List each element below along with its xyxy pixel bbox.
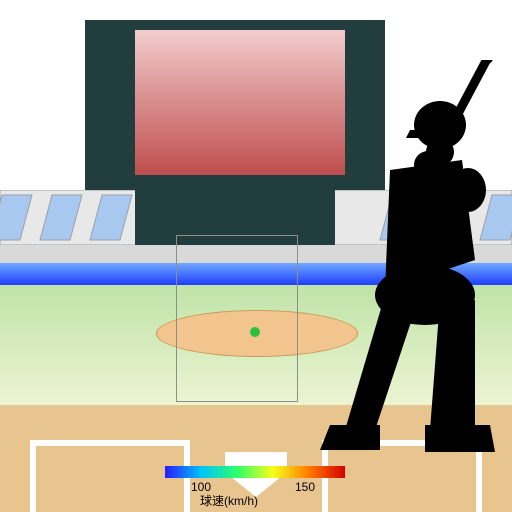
chalk-line <box>30 440 36 512</box>
batter-silhouette <box>290 60 512 510</box>
speed-legend-label: 球速(km/h) <box>200 492 258 509</box>
pitch-location-view: 100 150 球速(km/h) <box>0 0 512 512</box>
strike-zone <box>176 235 298 402</box>
chalk-line <box>30 440 190 446</box>
